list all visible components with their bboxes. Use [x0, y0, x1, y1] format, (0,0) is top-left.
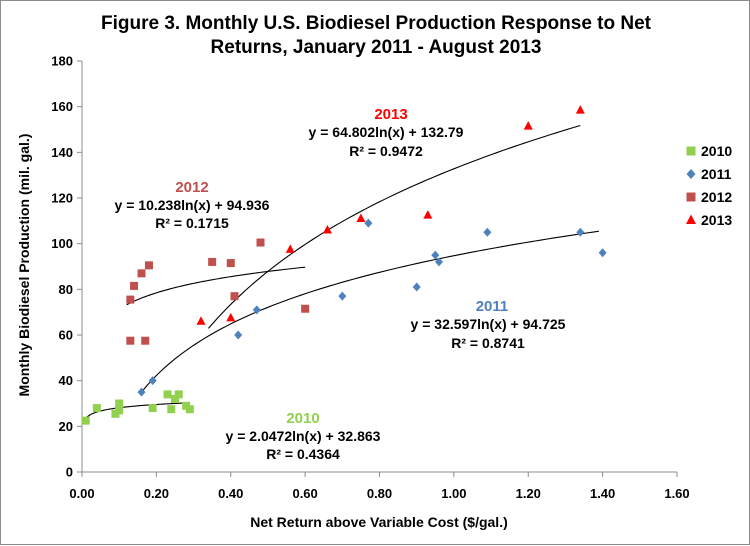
- annotation-2012-year: 2012: [175, 179, 208, 196]
- y-tick-label: 140: [51, 145, 73, 160]
- data-point-2010: [170, 394, 179, 403]
- y-tick-label: 180: [51, 54, 73, 69]
- legend-marker-2012: [686, 192, 696, 202]
- legend-label-2012: 2012: [701, 189, 732, 205]
- data-point-2010: [148, 404, 157, 413]
- data-point-2013: [575, 105, 585, 114]
- data-point-2011: [431, 250, 440, 260]
- x-tick-label: 1.40: [590, 486, 615, 501]
- data-point-2011: [148, 376, 157, 386]
- x-tick-label: 0.80: [367, 486, 392, 501]
- data-point-2013: [423, 210, 433, 219]
- x-tick-label: 1.20: [516, 486, 541, 501]
- legend: 2010 2011 2012 2013: [686, 143, 732, 228]
- annotation-2010-r2: R² = 0.4364: [266, 446, 340, 462]
- data-point-2011: [137, 387, 146, 397]
- data-point-2011: [412, 282, 421, 292]
- data-point-2010: [115, 399, 124, 408]
- data-point-2011: [483, 227, 492, 237]
- data-point-2012: [208, 257, 217, 266]
- data-point-2011: [338, 291, 347, 301]
- y-tick-label: 80: [59, 282, 73, 297]
- y-tick-label: 0: [66, 465, 73, 480]
- legend-marker-2011: [686, 169, 696, 179]
- y-tick-label: 60: [59, 328, 73, 343]
- x-tick-label: 1.60: [664, 486, 689, 501]
- data-point-2012: [256, 238, 265, 247]
- data-point-2012: [230, 292, 239, 301]
- x-axis-title: Net Return above Variable Cost ($/gal.): [250, 514, 508, 530]
- x-tick-label: 0.20: [144, 486, 169, 501]
- y-axis-title: Monthly Biodiesel Production (mil. gal.): [16, 134, 32, 397]
- annotation-2011-equation: y = 32.597ln(x) + 94.725: [411, 316, 566, 332]
- annotation-2013-year: 2013: [374, 106, 407, 123]
- y-tick-label: 40: [59, 373, 73, 388]
- x-tick-label: 0.40: [218, 486, 243, 501]
- legend-marker-2013: [686, 214, 696, 224]
- data-point-2013: [356, 213, 366, 223]
- data-point-2012: [130, 281, 139, 290]
- x-tick-label: 0.00: [69, 486, 94, 501]
- legend-label-2010: 2010: [701, 143, 732, 159]
- data-point-2010: [163, 390, 172, 399]
- data-point-2012: [126, 295, 135, 304]
- y-tick-label: 120: [51, 191, 73, 206]
- y-tick-label: 100: [51, 236, 73, 251]
- legend-label-2013: 2013: [701, 212, 732, 228]
- annotation-2013-equation: y = 64.802ln(x) + 132.79: [309, 124, 464, 140]
- data-point-2012: [141, 336, 150, 345]
- trendline-2013: [208, 124, 581, 329]
- data-point-2011: [576, 227, 585, 237]
- data-point-2013: [322, 224, 332, 234]
- chart-title-line-1: Figure 3. Monthly U.S. Biodiesel Product…: [101, 13, 652, 34]
- data-point-2012: [301, 304, 310, 313]
- data-point-2012: [144, 261, 153, 270]
- data-point-2011: [435, 257, 443, 267]
- annotation-2012-r2: R² = 0.1715: [155, 215, 229, 231]
- annotation-2011-r2: R² = 0.8741: [451, 335, 525, 351]
- data-point-2012: [126, 336, 135, 345]
- data-point-2013: [196, 316, 206, 325]
- data-point-2010: [174, 390, 183, 399]
- data-point-2011: [252, 305, 261, 315]
- data-point-2011: [364, 218, 373, 228]
- data-point-2011: [234, 330, 243, 340]
- trendline-2012: [126, 266, 306, 306]
- data-point-2012: [226, 259, 235, 268]
- annotation-2011-year: 2011: [476, 298, 509, 315]
- data-point-2013: [226, 312, 236, 322]
- y-tick-label: 160: [51, 99, 73, 114]
- legend-marker-2010: [686, 146, 696, 156]
- data-point-2010: [167, 405, 176, 414]
- x-tick-label: 1.00: [441, 486, 466, 501]
- x-tick-label: 0.60: [292, 486, 317, 501]
- plot-area: 0 20 40 60 80 100 120 140 160 180 0.00 0.20 0.40 0.60…: [51, 54, 689, 502]
- annotation-2013-r2: R² = 0.9472: [349, 143, 423, 159]
- legend-label-2011: 2011: [701, 166, 732, 182]
- annotation-2012-equation: y = 10.238ln(x) + 94.936: [115, 197, 270, 213]
- annotation-2010-year: 2010: [286, 410, 319, 427]
- data-point-2010: [81, 416, 90, 425]
- data-point-2012: [137, 269, 146, 278]
- data-point-2011: [598, 248, 607, 258]
- annotation-2010-equation: y = 2.0472ln(x) + 32.863: [226, 428, 381, 444]
- y-tick-label: 20: [59, 419, 73, 434]
- data-point-2013: [285, 244, 295, 253]
- data-point-2010: [185, 405, 194, 414]
- data-point-2010: [115, 406, 124, 415]
- data-point-2013: [523, 121, 533, 130]
- data-point-2010: [92, 404, 101, 413]
- trendline-2011: [141, 230, 599, 393]
- chart-title-line-2: Returns, January 2011 - August 2013: [211, 37, 542, 58]
